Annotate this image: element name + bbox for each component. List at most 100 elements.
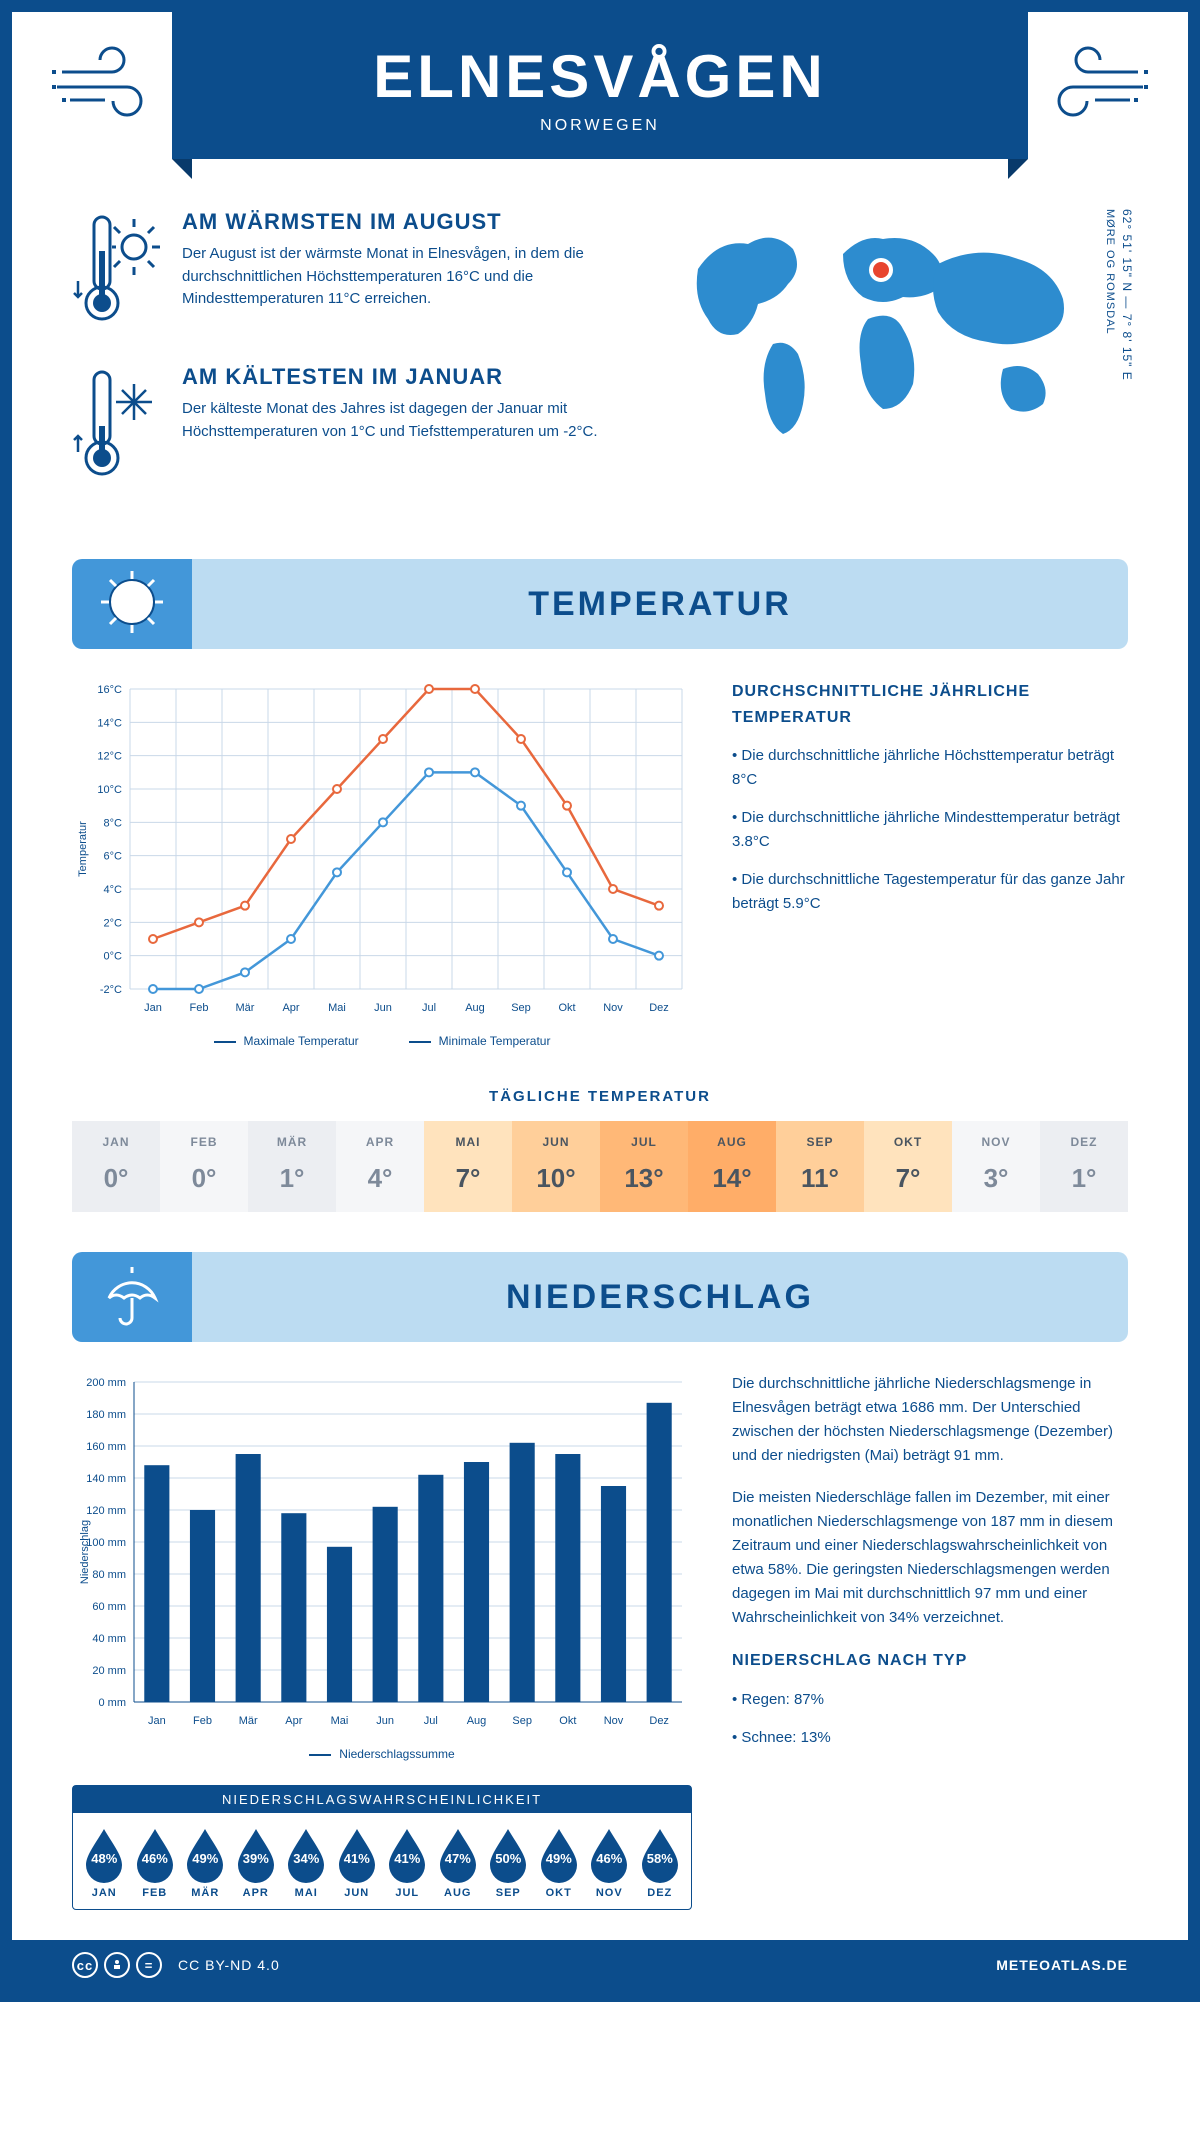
drop-icon: 58% <box>638 1827 682 1883</box>
site-name: METEOATLAS.DE <box>996 1957 1128 1973</box>
cold-text: Der kälteste Monat des Jahres ist dagege… <box>182 398 628 443</box>
svg-text:140 mm: 140 mm <box>86 1473 126 1485</box>
svg-text:Aug: Aug <box>467 1715 487 1727</box>
temperature-summary: DURCHSCHNITTLICHE JÄHRLICHE TEMPERATUR D… <box>732 679 1128 930</box>
svg-text:Jan: Jan <box>148 1715 166 1727</box>
temp-bullet: Die durchschnittliche jährliche Höchstte… <box>732 744 1128 792</box>
prob-cell: 41% JUN <box>332 1827 383 1899</box>
drop-icon: 49% <box>183 1827 227 1883</box>
prob-cell: 47% AUG <box>433 1827 484 1899</box>
precip-title: NIEDERSCHLAG <box>192 1278 1128 1317</box>
map-area: 62° 51' 15" N — 7° 8' 15" E MØRE OG ROMS… <box>668 209 1128 519</box>
svg-text:Sep: Sep <box>511 1002 531 1014</box>
svg-text:60 mm: 60 mm <box>92 1601 126 1613</box>
wind-icon <box>52 42 162 127</box>
svg-text:Jul: Jul <box>422 1002 436 1014</box>
prob-cell: 39% APR <box>231 1827 282 1899</box>
location-country: NORWEGEN <box>172 117 1028 135</box>
nd-icon: = <box>136 1952 162 1978</box>
daily-temp-cell: OKT7° <box>864 1121 952 1212</box>
svg-text:-2°C: -2°C <box>100 984 122 996</box>
prob-cell: 49% OKT <box>534 1827 585 1899</box>
temp-bullet: Die durchschnittliche Tagestemperatur fü… <box>732 868 1128 916</box>
prob-cell: 46% NOV <box>584 1827 635 1899</box>
svg-text:12°C: 12°C <box>97 751 122 763</box>
drop-icon: 47% <box>436 1827 480 1883</box>
svg-text:6°C: 6°C <box>104 851 123 863</box>
svg-text:10°C: 10°C <box>97 784 122 796</box>
svg-text:2°C: 2°C <box>104 917 123 929</box>
warm-title: AM WÄRMSTEN IM AUGUST <box>182 209 628 235</box>
svg-text:Nov: Nov <box>604 1715 624 1727</box>
temp-bullet: Die durchschnittliche jährliche Mindestt… <box>732 806 1128 854</box>
prob-cell: 48% JAN <box>79 1827 130 1899</box>
precip-para: Die durchschnittliche jährliche Niedersc… <box>732 1372 1128 1468</box>
svg-text:Apr: Apr <box>285 1715 302 1727</box>
svg-text:120 mm: 120 mm <box>86 1505 126 1517</box>
svg-text:40 mm: 40 mm <box>92 1633 126 1645</box>
svg-text:160 mm: 160 mm <box>86 1441 126 1453</box>
region-name: MØRE OG ROMSDAL <box>1104 209 1116 335</box>
svg-text:4°C: 4°C <box>104 884 123 896</box>
license-text: CC BY-ND 4.0 <box>178 1957 280 1973</box>
svg-text:Feb: Feb <box>193 1715 212 1727</box>
svg-text:Jan: Jan <box>144 1002 162 1014</box>
svg-text:Dez: Dez <box>649 1002 669 1014</box>
svg-text:200 mm: 200 mm <box>86 1377 126 1389</box>
prob-cell: 46% FEB <box>130 1827 181 1899</box>
svg-text:Nov: Nov <box>603 1002 623 1014</box>
footer: cc = CC BY-ND 4.0 METEOATLAS.DE <box>12 1940 1188 1990</box>
svg-text:Temperatur: Temperatur <box>77 821 89 877</box>
svg-text:Mai: Mai <box>331 1715 349 1727</box>
drop-icon: 46% <box>133 1827 177 1883</box>
svg-text:Feb: Feb <box>190 1002 209 1014</box>
svg-text:180 mm: 180 mm <box>86 1409 126 1421</box>
precip-para: Die meisten Niederschläge fallen im Deze… <box>732 1486 1128 1630</box>
svg-text:16°C: 16°C <box>97 684 122 696</box>
svg-text:Mai: Mai <box>328 1002 346 1014</box>
warm-text: Der August ist der wärmste Monat in Elne… <box>182 243 628 311</box>
svg-text:Jun: Jun <box>376 1715 394 1727</box>
temp-chart-legend: Maximale Temperatur Minimale Temperatur <box>72 1034 692 1048</box>
daily-temp-cell: AUG14° <box>688 1121 776 1212</box>
sun-icon <box>72 567 192 642</box>
drop-icon: 39% <box>234 1827 278 1883</box>
precip-bar-chart: 0 mm20 mm40 mm60 mm80 mm100 mm120 mm140 … <box>72 1372 692 1910</box>
svg-text:0°C: 0°C <box>104 951 123 963</box>
temperature-title: TEMPERATUR <box>192 585 1128 624</box>
svg-text:Sep: Sep <box>512 1715 532 1727</box>
prob-cell: 58% DEZ <box>635 1827 686 1899</box>
precip-type: Schnee: 13% <box>732 1726 1128 1750</box>
precip-chart-legend: Niederschlagssumme <box>72 1747 692 1761</box>
temp-side-title: DURCHSCHNITTLICHE JÄHRLICHE TEMPERATUR <box>732 679 1128 730</box>
precip-type-title: NIEDERSCHLAG NACH TYP <box>732 1648 1128 1674</box>
daily-temp-cell: NOV3° <box>952 1121 1040 1212</box>
drop-icon: 41% <box>385 1827 429 1883</box>
legend-min: Minimale Temperatur <box>409 1034 551 1048</box>
svg-text:Jun: Jun <box>374 1002 392 1014</box>
precip-type: Regen: 87% <box>732 1688 1128 1712</box>
svg-text:Dez: Dez <box>649 1715 669 1727</box>
prob-title: NIEDERSCHLAGSWAHRSCHEINLICHKEIT <box>73 1786 691 1813</box>
precip-probability-box: NIEDERSCHLAGSWAHRSCHEINLICHKEIT 48% JAN … <box>72 1785 692 1910</box>
license-block: cc = CC BY-ND 4.0 <box>72 1952 280 1978</box>
cc-icon: cc <box>72 1952 98 1978</box>
prob-cell: 49% MÄR <box>180 1827 231 1899</box>
drop-icon: 50% <box>486 1827 530 1883</box>
seasons-block: AM WÄRMSTEN IM AUGUST Der August ist der… <box>72 209 628 519</box>
daily-temp-cell: SEP11° <box>776 1121 864 1212</box>
world-map <box>668 209 1088 439</box>
precip-summary: Die durchschnittliche jährliche Niedersc… <box>732 1372 1128 1764</box>
daily-temp-cell: MAI7° <box>424 1121 512 1212</box>
infographic-frame: ELNESVÅGEN NORWEGEN AM WÄRMSTEN IM AUGUS… <box>0 0 1200 2002</box>
svg-text:80 mm: 80 mm <box>92 1569 126 1581</box>
svg-text:Mär: Mär <box>236 1002 255 1014</box>
drop-icon: 49% <box>537 1827 581 1883</box>
prob-cell: 34% MAI <box>281 1827 332 1899</box>
legend-bar: Niederschlagssumme <box>309 1747 454 1761</box>
coordinates: 62° 51' 15" N — 7° 8' 15" E <box>1120 209 1134 381</box>
daily-temp-cell: JUN10° <box>512 1121 600 1212</box>
location-title: ELNESVÅGEN <box>172 42 1028 111</box>
thermometer-hot-icon <box>72 209 162 334</box>
svg-text:8°C: 8°C <box>104 817 123 829</box>
